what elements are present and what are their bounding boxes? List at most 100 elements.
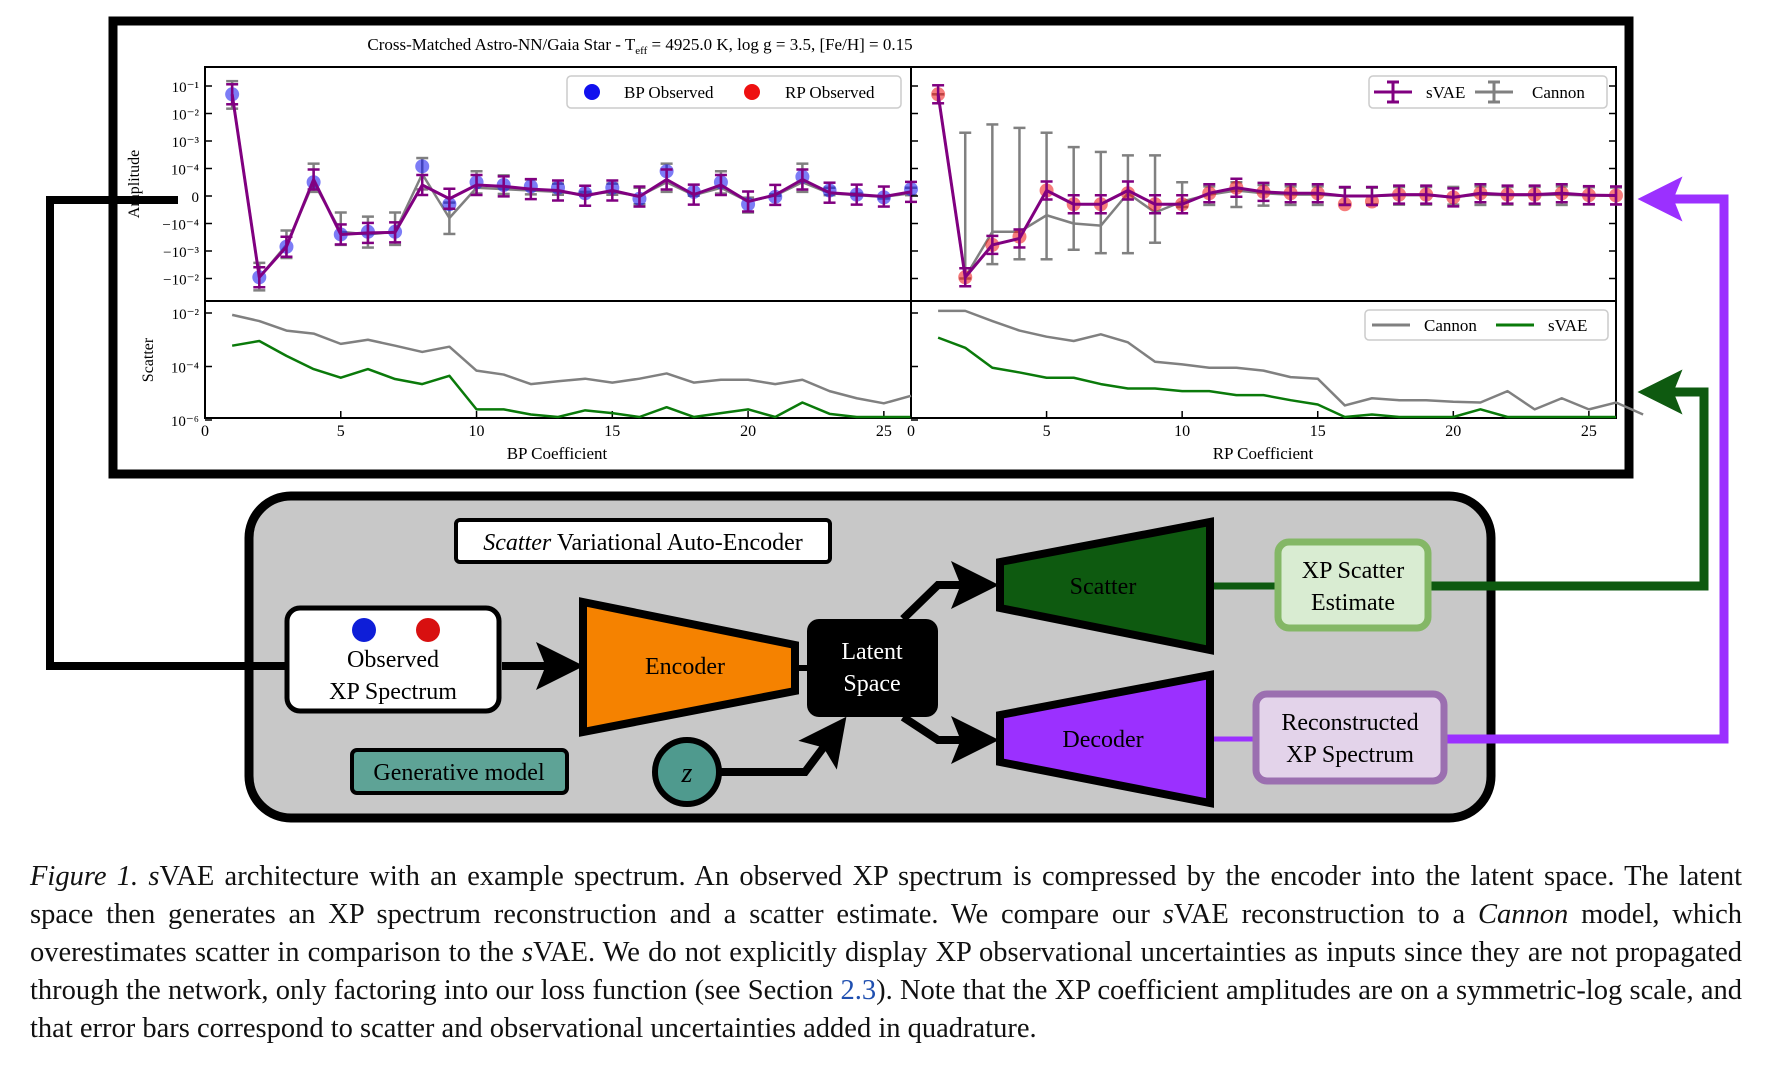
scatter-xtick-label: 5 — [1043, 423, 1051, 440]
caption-s-1: s — [148, 861, 160, 892]
scatter-decoder-label: Scatter — [1070, 574, 1137, 600]
bp-amplitude-plot: 10⁻¹ 10⁻² 10⁻³ 10⁻⁴ 0 −10⁻⁴ −10⁻³ −10⁻² — [162, 79, 918, 292]
bp-coefficient-label: BP Coefficient — [507, 444, 608, 463]
legend-bp-label: BP Observed — [624, 83, 714, 102]
amp-ytick-label: 10⁻³ — [172, 135, 200, 151]
svae-scatter-line — [937, 336, 1616, 419]
diagram-title: Scatter Variational Auto-Encoder — [483, 530, 802, 556]
scatter-xtick-label: 20 — [740, 423, 756, 440]
scatter-ytick-label: 10⁻⁶ — [171, 414, 199, 430]
plot-title: Cross-Matched Astro-NN/Gaia Star - Teff … — [367, 35, 912, 57]
svae-scatter-line — [231, 339, 912, 419]
amp-ytick-label: −10⁻⁴ — [162, 218, 199, 234]
scatter-xtick-label: 0 — [907, 423, 915, 440]
reconstruction-feedback-line — [1444, 176, 1729, 744]
svae-diagram: Scatter Variational Auto-Encoder Observe… — [46, 176, 1729, 823]
rp-scatter-plot: 0 5 10 15 20 25 — [907, 309, 1644, 440]
generative-model-label: Generative model — [373, 760, 545, 786]
rp-coefficient-label: RP Coefficient — [1213, 444, 1314, 463]
amplitude-axis-label: Amplitude — [126, 150, 143, 218]
plot-title-sub: eff — [635, 45, 647, 57]
scatter-xtick-label: 10 — [1174, 423, 1190, 440]
xp-scatter-estimate-box — [1274, 538, 1432, 632]
scatter-xtick-label: 15 — [604, 423, 620, 440]
scatter-ytick-label: 10⁻² — [172, 307, 200, 323]
decoder-label: Decoder — [1062, 727, 1143, 753]
legend-svae-label: sVAE — [1426, 83, 1465, 102]
caption-text-5: ). Note that the XP coefficient amplitud… — [30, 975, 1742, 1044]
scatter-xtick-label: 5 — [337, 423, 345, 440]
xp-scatter-label-2: Estimate — [1311, 590, 1395, 616]
amp-ytick-label: 0 — [192, 190, 200, 206]
figure-caption: Figure 1. sVAE architecture with an exam… — [30, 858, 1742, 1048]
scatter-xtick-label: 25 — [1581, 423, 1597, 440]
scatter-axis-label: Scatter — [140, 337, 157, 382]
encoder-label: Encoder — [645, 654, 725, 680]
latent-label-2: Space — [843, 671, 900, 697]
legend-bottom-right: Cannon sVAE — [1364, 309, 1609, 341]
caption-s-2: s — [1162, 899, 1174, 930]
scatter-decoder-block — [996, 517, 1214, 655]
reconstructed-xp-spectrum-box — [1252, 690, 1448, 785]
observed-input-line — [46, 196, 289, 670]
decoder-block — [996, 670, 1214, 808]
observed-label-1: Observed — [347, 647, 439, 673]
svae-line — [230, 94, 912, 279]
legend-bp-marker — [584, 84, 600, 100]
legend-top-right: sVAE Cannon — [1368, 75, 1608, 109]
cannon-scatter-line — [938, 309, 1644, 416]
latent-space-box — [807, 619, 938, 717]
figure-1: Cross-Matched Astro-NN/Gaia Star - Teff … — [46, 16, 1729, 823]
scatter-xtick-label: 10 — [469, 423, 485, 440]
amp-ytick-label: −10⁻² — [163, 273, 199, 289]
caption-text-4: VAE. We do not explicitly display XP obs… — [30, 937, 1742, 1006]
generative-model-box — [350, 748, 569, 795]
amp-ytick-label: 10⁻⁴ — [171, 163, 199, 179]
z-node — [652, 737, 722, 807]
observed-label-2: XP Spectrum — [329, 679, 457, 705]
observed-xp-spectrum-box — [284, 605, 502, 714]
reconstructed-label-2: XP Spectrum — [1286, 742, 1414, 768]
reconstructed-label-1: Reconstructed — [1281, 710, 1418, 736]
amp-ytick-label: −10⁻³ — [163, 245, 199, 261]
caption-text-3: model, which overestimates scatter in co… — [30, 899, 1742, 968]
cannon-scatter-line — [231, 313, 912, 405]
xp-scatter-label-1: XP Scatter — [1302, 558, 1404, 584]
scatter-feedback-line — [1428, 369, 1709, 591]
plot-title-main: Cross-Matched Astro-NN/Gaia Star - T — [367, 35, 635, 54]
bp-scatter-plot: 10⁻²10⁻⁴10⁻⁶0 5 10 15 20 25 — [171, 307, 912, 440]
scatter-xtick-label: 25 — [876, 423, 892, 440]
plot-title-rest: = 4925.0 K, log g = 3.5, [Fe/H] = 0.15 — [647, 35, 912, 54]
scatter-xtick-label: 15 — [1310, 423, 1326, 440]
encoder-block — [579, 597, 799, 737]
legend-top-left: BP Observed RP Observed — [566, 75, 902, 109]
arrow-latent-to-decoder — [900, 713, 999, 764]
rp-amplitude-plot — [911, 84, 1623, 288]
diagram-title-box — [454, 518, 832, 564]
svae-line — [936, 94, 1617, 279]
scatter-xtick-label: 0 — [201, 423, 209, 440]
latent-label-1: Latent — [841, 639, 903, 665]
scatter-xtick-label: 20 — [1445, 423, 1461, 440]
caption-text-2: VAE reconstruction to a — [1173, 899, 1479, 930]
legend-rp-label: RP Observed — [785, 83, 875, 102]
axes-bottom-right — [910, 300, 1617, 419]
caption-text-1: VAE architecture with an example spectru… — [30, 861, 1743, 930]
caption-figure-label: Figure 1. — [30, 861, 139, 892]
arrow-z-to-latent — [718, 716, 847, 776]
observed-rp-dot — [416, 618, 440, 642]
z-label: z — [681, 758, 693, 789]
legend-cannon-label: Cannon — [1532, 83, 1585, 102]
caption-s-3: s — [521, 937, 534, 968]
caption-cannon: Cannon — [1478, 899, 1569, 930]
observed-bp-dot — [352, 618, 376, 642]
legend-rp-marker — [744, 84, 760, 100]
arrow-latent-to-scatter — [900, 561, 999, 622]
amp-ytick-label: 10⁻¹ — [172, 80, 199, 96]
scatter-ytick-label: 10⁻⁴ — [171, 361, 199, 377]
bp-observed-point — [415, 159, 430, 174]
amp-ytick-label: 10⁻² — [172, 108, 200, 124]
legend-svae-scatter-label: sVAE — [1548, 316, 1587, 335]
caption-section-link[interactable]: 2.3 — [840, 975, 877, 1006]
legend-cannon-scatter-label: Cannon — [1424, 316, 1477, 335]
